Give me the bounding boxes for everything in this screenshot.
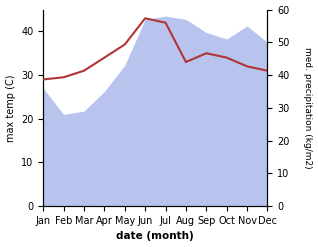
X-axis label: date (month): date (month)	[116, 231, 194, 242]
Y-axis label: med. precipitation (kg/m2): med. precipitation (kg/m2)	[303, 47, 313, 169]
Y-axis label: max temp (C): max temp (C)	[5, 74, 16, 142]
